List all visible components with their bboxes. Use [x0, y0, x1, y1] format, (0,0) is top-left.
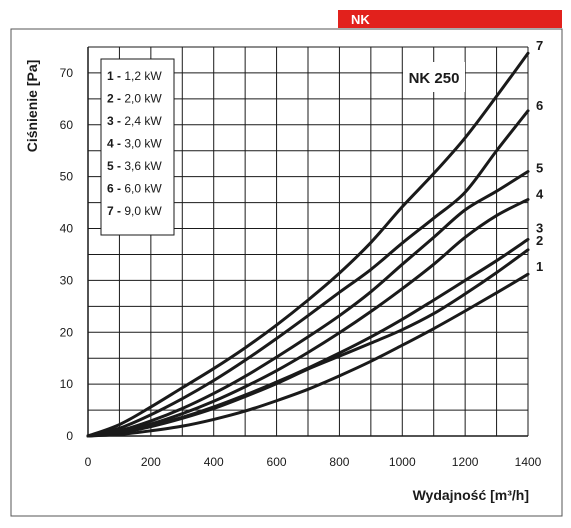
series-line-6: [86, 109, 530, 438]
x-tick-label: 1000: [389, 455, 416, 469]
series-line-5: [86, 169, 530, 438]
legend-entry-4: 4 - 3,0 kW: [107, 137, 162, 151]
legend-entry-6: 6 - 6,0 kW: [107, 182, 162, 196]
y-tick-label: 70: [60, 66, 74, 80]
axes: [87, 47, 528, 437]
series-line-1: [86, 272, 530, 438]
y-tick-label: 10: [60, 377, 74, 391]
legend: 1 - 1,2 kW 2 - 2,0 kW 3 - 2,4 kW 4 - 3,0 kW…: [100, 58, 175, 236]
x-axis-label: Wydajność [m³/h]: [413, 487, 529, 503]
legend-entry-2: 2 - 2,0 kW: [107, 92, 162, 106]
legend-items: 1 - 1,2 kW 2 - 2,0 kW 3 - 2,4 kW 4 - 3,0 kW…: [107, 69, 162, 218]
series-line-4: [86, 197, 530, 438]
x-tick-label: 1200: [452, 455, 479, 469]
legend-box: [100, 58, 175, 236]
x-tick-label: 800: [329, 455, 349, 469]
y-tick-label: 40: [60, 222, 74, 236]
x-tick-label: 1400: [515, 455, 542, 469]
series-end-label-5: 5: [536, 160, 543, 175]
x-tick-label: 400: [204, 455, 224, 469]
x-tick-label: 200: [141, 455, 161, 469]
title-box: [403, 62, 465, 92]
series-lines: [86, 51, 530, 438]
header-band: [338, 10, 562, 28]
series-end-label-1: 1: [536, 259, 543, 274]
series-end-label-7: 7: [536, 38, 543, 53]
series-line-7: [86, 51, 530, 438]
y-tick-label: 60: [60, 118, 74, 132]
y-axis-label: Ciśnienie [Pa]: [24, 60, 40, 153]
y-tick-label: 0: [66, 429, 73, 443]
x-tick-labels: 0 200 400 600 800 1000 1200 1400: [85, 455, 542, 469]
legend-entry-3: 3 - 2,4 kW: [107, 114, 162, 128]
series-end-label-3: 3: [536, 220, 543, 235]
series-line-3: [86, 237, 530, 438]
y-tick-label: 50: [60, 170, 74, 184]
y-tick-label: 20: [60, 325, 74, 339]
x-tick-label: 0: [85, 455, 92, 469]
y-tick-label: 30: [60, 273, 74, 287]
series-end-label-6: 6: [536, 98, 543, 113]
x-tick-label: 600: [267, 455, 287, 469]
series-end-label-4: 4: [536, 186, 544, 201]
legend-entry-1: 1 - 1,2 kW: [107, 69, 162, 83]
outer-border: [10, 28, 563, 517]
header-label: NK: [351, 12, 370, 27]
series-end-label-2: 2: [536, 233, 543, 248]
legend-entry-5: 5 - 3,6 kW: [107, 159, 162, 173]
chart-title: NK 250: [409, 70, 460, 87]
legend-entry-7: 7 - 9,0 kW: [107, 204, 162, 218]
y-tick-labels: 0 10 20 30 40 50 60 70: [60, 66, 74, 443]
